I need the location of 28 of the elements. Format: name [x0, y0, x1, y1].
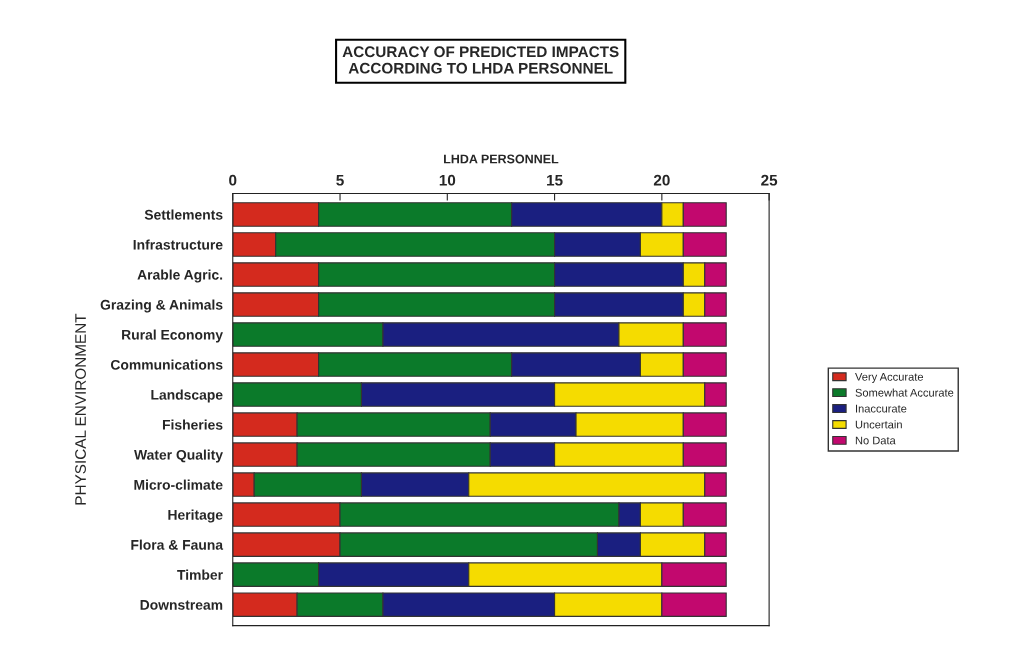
x-tick-label: 0	[229, 174, 237, 186]
y-tick-label: Downstream	[140, 600, 223, 610]
x-tick-label: 25	[761, 174, 778, 186]
x-axis-title: LHDA PERSONNEL	[444, 154, 559, 164]
x-tick-label: 5	[336, 174, 344, 186]
legend-label: Somewhat Accurate	[855, 388, 954, 397]
x-tick-label: 15	[547, 174, 563, 186]
y-tick-label: Settlements	[144, 209, 223, 220]
y-tick-label: Grazing & Animals	[100, 299, 223, 313]
legend-label: Inaccurate	[856, 404, 907, 413]
chart-title: ACCURACY OF PREDICTED IMPACTS ACCORDING TO LHDA PERSONNEL	[342, 46, 619, 74]
y-tick-label: Communications	[110, 359, 223, 370]
legend-label: Very Accurate	[855, 372, 924, 383]
y-tick-label: Water Quality	[134, 449, 223, 463]
y-tick-label: Heritage	[168, 509, 223, 523]
y-tick-label: Landscape	[151, 389, 223, 403]
legend-label: Uncertain	[855, 420, 902, 429]
y-tick-label: Flora & Fauna	[131, 539, 224, 550]
y-tick-label: Timber	[177, 569, 223, 580]
y-tick-label: Infrastructure	[133, 239, 223, 250]
y-tick-label: Rural Economy	[122, 329, 223, 343]
y-tick-label: Micro-climate	[134, 479, 223, 490]
legend-label: No Data	[855, 436, 896, 445]
y-tick-label: Arable Agric.	[137, 269, 223, 283]
y-axis-title: PHYSICAL ENVIRONMENT	[75, 313, 86, 505]
x-tick-label: 20	[653, 174, 670, 186]
y-tick-label: Fisheries	[162, 419, 223, 430]
x-tick-label: 10	[439, 174, 456, 186]
